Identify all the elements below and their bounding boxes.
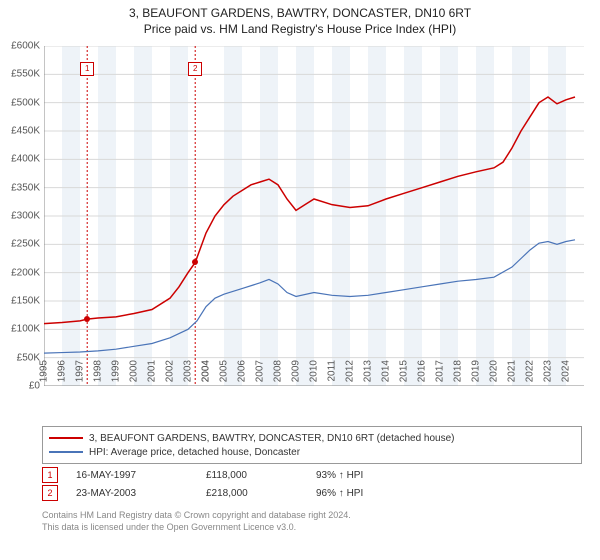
x-tick-label: 2008 (273, 360, 284, 390)
y-tick-label: £250K (0, 239, 40, 250)
y-tick-label: £0 (0, 381, 40, 392)
y-tick-label: £200K (0, 267, 40, 278)
chart-subtitle: Price paid vs. HM Land Registry's House … (0, 22, 600, 36)
legend-box: 3, BEAUFONT GARDENS, BAWTRY, DONCASTER, … (42, 426, 582, 464)
x-tick-label: 2023 (543, 360, 554, 390)
legend-label: HPI: Average price, detached house, Donc… (89, 447, 300, 458)
x-tick-label: 1999 (111, 360, 122, 390)
marker-number-box: 1 (42, 467, 58, 483)
legend-label: 3, BEAUFONT GARDENS, BAWTRY, DONCASTER, … (89, 433, 455, 444)
y-tick-label: £350K (0, 182, 40, 193)
x-tick-label: 2015 (399, 360, 410, 390)
marker-row: 1 16-MAY-1997£118,00093% ↑ HPI (42, 466, 416, 484)
marker-hpi: 93% ↑ HPI (316, 470, 416, 481)
chart-title-address: 3, BEAUFONT GARDENS, BAWTRY, DONCASTER, … (0, 6, 600, 20)
marker-hpi: 96% ↑ HPI (316, 488, 416, 499)
x-tick-label: 2013 (363, 360, 374, 390)
x-tick-label: 2001 (147, 360, 158, 390)
x-tick-label: 2011 (327, 360, 338, 390)
y-tick-label: £500K (0, 97, 40, 108)
x-tick-label: 2016 (417, 360, 428, 390)
x-tick-label: 1998 (93, 360, 104, 390)
x-tick-label: 2021 (507, 360, 518, 390)
x-tick-label: 2009 (291, 360, 302, 390)
x-tick-label: 2005 (219, 360, 230, 390)
x-tick-label: 2004 (201, 360, 212, 390)
x-tick-label: 2017 (435, 360, 446, 390)
chart-container: 3, BEAUFONT GARDENS, BAWTRY, DONCASTER, … (0, 0, 600, 560)
y-tick-label: £450K (0, 126, 40, 137)
x-tick-label: 2002 (165, 360, 176, 390)
y-tick-label: £600K (0, 41, 40, 52)
y-tick-label: £50K (0, 352, 40, 363)
title-block: 3, BEAUFONT GARDENS, BAWTRY, DONCASTER, … (0, 0, 600, 36)
y-tick-label: £300K (0, 211, 40, 222)
x-tick-label: 2022 (525, 360, 536, 390)
marker-number-box: 2 (42, 485, 58, 501)
x-tick-label: 1995 (39, 360, 50, 390)
chart-svg (44, 46, 584, 386)
marker-price: £218,000 (206, 488, 316, 499)
marker-date: 23-MAY-2003 (76, 488, 206, 499)
chart-plot-area: £0£50K£100K£150K£200K£250K£300K£350K£400… (44, 46, 584, 386)
x-tick-label: 2018 (453, 360, 464, 390)
chart-marker-dot (84, 316, 90, 322)
chart-marker-box: 2 (188, 62, 202, 76)
legend-swatch (49, 437, 83, 439)
y-tick-label: £550K (0, 69, 40, 80)
x-tick-label: 2014 (381, 360, 392, 390)
x-tick-label: 2024 (561, 360, 572, 390)
chart-marker-box: 1 (80, 62, 94, 76)
marker-date: 16-MAY-1997 (76, 470, 206, 481)
x-tick-label: 2010 (309, 360, 320, 390)
x-tick-label: 2000 (129, 360, 140, 390)
legend-item: HPI: Average price, detached house, Donc… (49, 445, 575, 459)
x-tick-label: 1996 (57, 360, 68, 390)
footer-attribution: Contains HM Land Registry data © Crown c… (42, 510, 351, 533)
legend-item: 3, BEAUFONT GARDENS, BAWTRY, DONCASTER, … (49, 431, 575, 445)
x-tick-label: 2020 (489, 360, 500, 390)
footer-line1: Contains HM Land Registry data © Crown c… (42, 510, 351, 522)
footer-line2: This data is licensed under the Open Gov… (42, 522, 351, 534)
y-tick-label: £150K (0, 296, 40, 307)
x-tick-label: 2006 (237, 360, 248, 390)
y-tick-label: £100K (0, 324, 40, 335)
x-tick-label: 2012 (345, 360, 356, 390)
y-tick-label: £400K (0, 154, 40, 165)
marker-table: 1 16-MAY-1997£118,00093% ↑ HPI 2 23-MAY-200… (42, 466, 416, 502)
x-tick-label: 1997 (75, 360, 86, 390)
x-tick-label: 2003 (183, 360, 194, 390)
legend-swatch (49, 451, 83, 453)
x-tick-label: 2007 (255, 360, 266, 390)
chart-marker-dot (192, 259, 198, 265)
marker-row: 2 23-MAY-2003£218,00096% ↑ HPI (42, 484, 416, 502)
x-tick-label: 2019 (471, 360, 482, 390)
marker-price: £118,000 (206, 470, 316, 481)
